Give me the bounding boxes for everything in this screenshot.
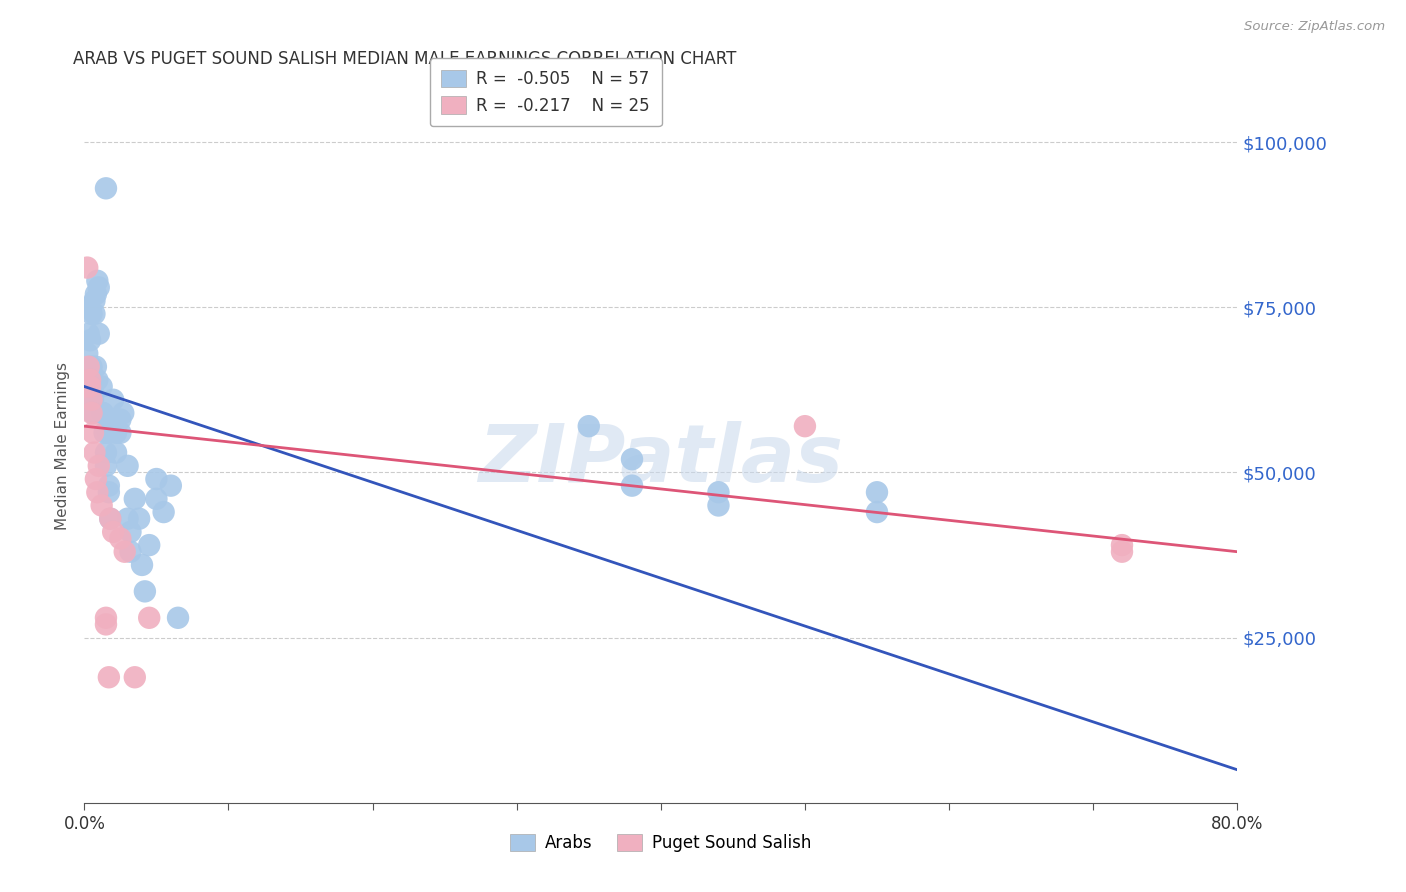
Point: [117, 511, 139, 525]
Point: [131, 558, 153, 572]
Point: [128, 511, 150, 525]
Point: [79, 379, 101, 393]
Point: [120, 545, 142, 559]
Point: [77, 300, 100, 314]
Point: [80, 307, 103, 321]
Point: [866, 505, 889, 519]
Point: [94, 611, 117, 625]
Point: [76, 346, 98, 360]
Point: [621, 452, 644, 467]
Point: [87, 326, 110, 341]
Point: [94, 445, 117, 459]
Text: ARAB VS PUGET SOUND SALISH MEDIAN MALE EARNINGS CORRELATION CHART: ARAB VS PUGET SOUND SALISH MEDIAN MALE E…: [73, 50, 737, 68]
Point: [103, 392, 124, 407]
Point: [86, 485, 108, 500]
Point: [152, 505, 174, 519]
Point: [1111, 545, 1133, 559]
Point: [90, 379, 112, 393]
Point: [93, 425, 115, 440]
Point: [112, 406, 135, 420]
Point: [110, 425, 132, 440]
Point: [97, 670, 120, 684]
Point: [145, 491, 167, 506]
Point: [82, 425, 104, 440]
Point: [90, 406, 112, 420]
Point: [79, 333, 101, 347]
Point: [82, 379, 104, 393]
Point: [105, 445, 128, 459]
Point: [82, 406, 104, 420]
Text: Source: ZipAtlas.com: Source: ZipAtlas.com: [1244, 20, 1385, 33]
Point: [117, 458, 139, 473]
Point: [138, 611, 160, 625]
Point: [707, 485, 730, 500]
Point: [707, 499, 730, 513]
Point: [90, 499, 112, 513]
Point: [94, 181, 117, 195]
Point: [103, 412, 124, 426]
Legend: Arabs, Puget Sound Salish: Arabs, Puget Sound Salish: [503, 827, 818, 859]
Point: [97, 485, 120, 500]
Point: [114, 545, 136, 559]
Point: [84, 287, 107, 301]
Point: [91, 406, 114, 420]
Point: [80, 392, 103, 407]
Point: [97, 478, 120, 492]
Point: [76, 260, 98, 275]
Point: [79, 373, 101, 387]
Point: [96, 425, 118, 440]
Point: [84, 472, 107, 486]
Text: ZIPatlas: ZIPatlas: [478, 421, 844, 500]
Point: [82, 392, 104, 407]
Point: [77, 359, 100, 374]
Point: [86, 274, 108, 288]
Point: [75, 379, 97, 393]
Point: [145, 472, 167, 486]
Point: [103, 524, 124, 539]
Point: [124, 670, 146, 684]
Point: [80, 406, 103, 420]
Point: [77, 326, 100, 341]
Point: [86, 373, 108, 387]
Point: [120, 524, 142, 539]
Point: [94, 458, 117, 473]
Point: [160, 478, 183, 492]
Point: [578, 419, 600, 434]
Point: [87, 458, 110, 473]
Point: [167, 611, 190, 625]
Point: [83, 445, 105, 459]
Point: [124, 491, 146, 506]
Point: [134, 584, 156, 599]
Point: [98, 511, 121, 525]
Point: [83, 307, 105, 321]
Point: [80, 359, 103, 374]
Point: [87, 280, 110, 294]
Point: [94, 617, 117, 632]
Point: [621, 478, 644, 492]
Point: [84, 359, 107, 374]
Y-axis label: Median Male Earnings: Median Male Earnings: [55, 362, 70, 530]
Point: [138, 538, 160, 552]
Point: [75, 373, 97, 387]
Point: [83, 293, 105, 308]
Point: [110, 532, 132, 546]
Point: [794, 419, 817, 434]
Point: [866, 485, 889, 500]
Point: [110, 412, 132, 426]
Point: [1111, 538, 1133, 552]
Point: [98, 511, 121, 525]
Point: [105, 425, 128, 440]
